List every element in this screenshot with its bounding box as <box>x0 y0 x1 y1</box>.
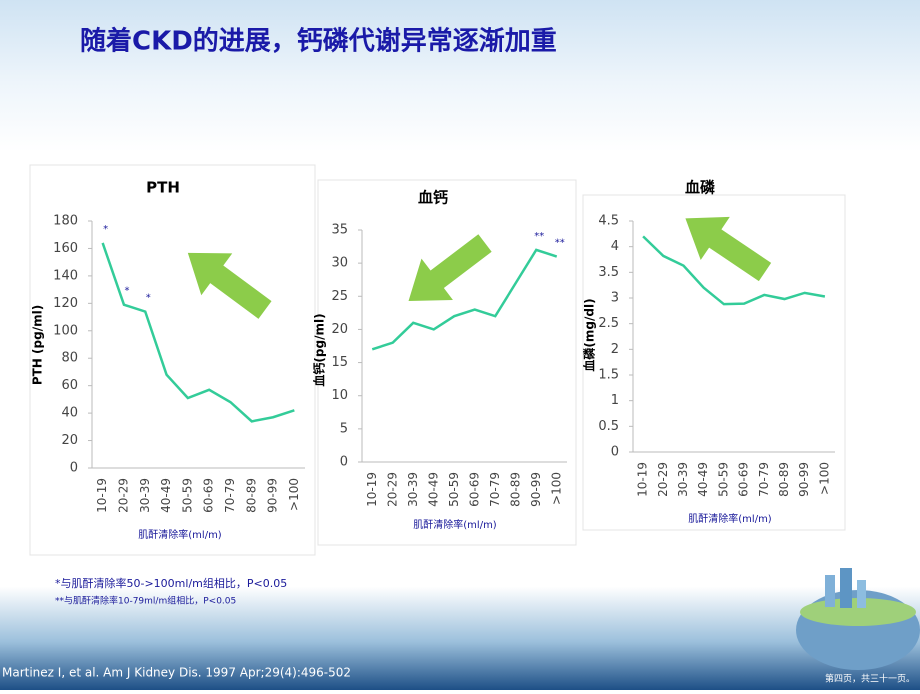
y-tick-label: 1 <box>611 393 619 408</box>
data-line <box>371 248 558 351</box>
x-tick-label: 80-89 <box>508 472 522 507</box>
y-tick-label: 80 <box>61 351 78 366</box>
arrows <box>187 216 772 319</box>
y-tick-label: 4.5 <box>598 214 619 229</box>
y-tick-label: 0 <box>70 461 78 476</box>
x-tick-label: 70-79 <box>757 462 771 497</box>
y-tick-label: 20 <box>331 322 348 337</box>
x-tick-label: >100 <box>549 472 563 505</box>
point-label: * <box>103 224 108 235</box>
y-tick-label: 35 <box>331 223 348 238</box>
y-tick-label: 160 <box>53 241 78 256</box>
x-tick-label: 40-49 <box>696 462 710 497</box>
x-tick-label: 90-99 <box>797 462 811 497</box>
x-tick-label: 70-79 <box>223 478 237 513</box>
chart-panel <box>29 164 316 556</box>
y-tick-label: 1.5 <box>598 368 619 383</box>
x-axis-label: 肌酐清除率(ml/m) <box>413 518 497 531</box>
x-tick-label: 40-49 <box>159 478 173 513</box>
y-tick-label: 30 <box>331 256 348 271</box>
x-tick-label: 30-39 <box>406 472 420 507</box>
x-tick-label: >100 <box>287 478 301 511</box>
y-tick-label: 0 <box>340 455 348 470</box>
y-axis-label: PTH (pg/ml) <box>31 305 45 385</box>
y-tick-label: 40 <box>61 406 78 421</box>
building <box>857 580 866 608</box>
y-tick-label: 60 <box>61 378 78 393</box>
building <box>840 568 852 608</box>
y-tick-label: 0.5 <box>598 419 619 434</box>
y-tick-label: 140 <box>53 268 78 283</box>
x-tick-label: 30-39 <box>138 478 152 513</box>
y-axis-label: 血钙(pg/ml) <box>312 313 327 386</box>
building <box>825 575 835 607</box>
x-axis-label: 肌酐清除率(ml/m) <box>688 512 772 525</box>
x-tick-label: 60-69 <box>467 472 481 507</box>
x-tick-label: 10-19 <box>636 462 650 497</box>
y-tick-label: 3 <box>611 291 619 306</box>
point-label: * <box>124 286 129 297</box>
y-tick-label: 3.5 <box>598 265 619 280</box>
y-tick-label: 20 <box>61 433 78 448</box>
y-tick-label: 4 <box>611 239 619 254</box>
point-label: * <box>146 293 151 304</box>
x-tick-label: 20-29 <box>116 478 130 513</box>
y-tick-label: 0 <box>611 445 619 460</box>
slide-title: 随着CKD的进展，钙磷代谢异常逐渐加重 <box>80 26 557 57</box>
y-tick-label: 2.5 <box>598 316 619 331</box>
y-tick-label: 15 <box>331 355 348 370</box>
y-axis-label: 血磷(mg/dl) <box>582 298 597 371</box>
chart-title: 血钙 <box>418 189 448 207</box>
chart-title: 血磷 <box>685 179 716 197</box>
trend-arrow <box>408 234 492 302</box>
x-tick-label: 70-79 <box>488 472 502 507</box>
x-tick-label: 30-39 <box>676 462 690 497</box>
y-tick-label: 25 <box>331 289 348 304</box>
x-axis-label: 肌酐清除率(ml/m) <box>138 528 222 541</box>
x-tick-label: 20-29 <box>656 462 670 497</box>
x-tick-label: 60-69 <box>737 462 751 497</box>
y-tick-label: 100 <box>53 323 78 338</box>
trend-arrow <box>187 252 272 319</box>
trend-arrow <box>685 216 772 282</box>
page-label: 第四页，共三十一页。 <box>825 673 915 685</box>
x-tick-label: 10-19 <box>365 472 379 507</box>
x-tick-label: 50-59 <box>716 462 730 497</box>
x-tick-label: 90-99 <box>529 472 543 507</box>
footnote: *与肌酐清除率50->100ml/m组相比，P<0.05 <box>55 576 287 590</box>
x-tick-label: 50-59 <box>180 478 194 513</box>
point-label: ** <box>555 238 565 249</box>
y-tick-label: 5 <box>340 421 348 436</box>
x-tick-label: 60-69 <box>202 478 216 513</box>
y-tick-label: 10 <box>331 388 348 403</box>
x-tick-label: 80-89 <box>777 462 791 497</box>
x-tick-label: 90-99 <box>266 478 280 513</box>
x-tick-label: 20-29 <box>385 472 399 507</box>
chart-title: PTH <box>146 179 180 197</box>
x-tick-label: 10-19 <box>95 478 109 513</box>
footnote: **与肌酐清除率10-79ml/m组相比，P<0.05 <box>55 595 236 607</box>
x-tick-label: >100 <box>817 462 831 495</box>
data-line <box>101 242 295 423</box>
y-tick-label: 120 <box>53 296 78 311</box>
x-tick-label: 80-89 <box>244 478 258 513</box>
y-tick-label: 180 <box>53 214 78 229</box>
data-line <box>642 235 826 306</box>
y-tick-label: 2 <box>611 342 619 357</box>
x-tick-label: 40-49 <box>426 472 440 507</box>
point-label: ** <box>534 231 544 242</box>
citation: Martinez I, et al. Am J Kidney Dis. 1997… <box>2 666 351 680</box>
x-tick-label: 50-59 <box>447 472 461 507</box>
